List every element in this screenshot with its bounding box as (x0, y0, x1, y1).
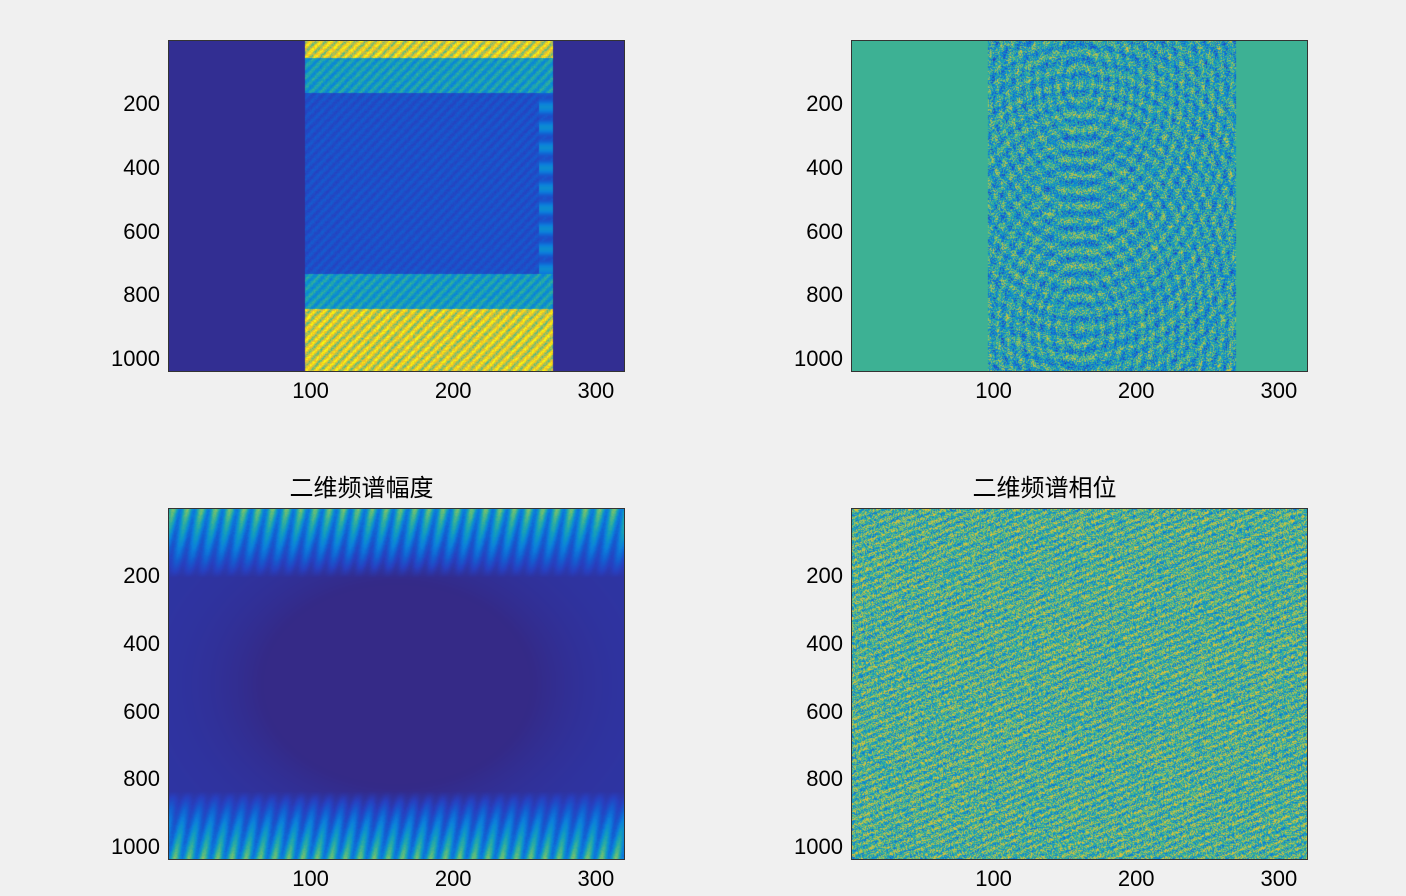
matlab-figure: 200 400 600 800 1000 100 200 300 200 (0, 0, 1406, 878)
x-tick: 300 (1260, 378, 1297, 404)
y-tick: 200 (123, 565, 160, 587)
y-tick: 400 (806, 633, 843, 655)
y-tick: 600 (806, 221, 843, 243)
y-tick: 1000 (111, 836, 160, 858)
y-tick: 800 (123, 768, 160, 790)
plot-area-bl (168, 508, 625, 860)
y-tick: 800 (806, 284, 843, 306)
y-tick: 600 (123, 701, 160, 723)
x-tick: 200 (435, 378, 472, 404)
y-tick: 800 (806, 768, 843, 790)
x-tick: 200 (435, 866, 472, 892)
y-tick: 1000 (794, 348, 843, 370)
x-axis-br: 100 200 300 (782, 860, 1307, 896)
y-tick: 400 (806, 157, 843, 179)
plot-area-tl (168, 40, 625, 372)
y-tick: 800 (123, 284, 160, 306)
y-tick: 400 (123, 633, 160, 655)
x-tick: 300 (577, 378, 614, 404)
x-tick: 100 (975, 378, 1012, 404)
subplot-title-bl: 二维频谱幅度 (290, 468, 434, 500)
y-tick: 600 (123, 221, 160, 243)
y-tick: 1000 (111, 348, 160, 370)
heatmap-canvas-bl (169, 509, 624, 859)
x-tick: 100 (292, 378, 329, 404)
subplot-title-br: 二维频谱相位 (973, 468, 1117, 500)
y-tick: 200 (806, 565, 843, 587)
axes-br: 200 400 600 800 1000 (781, 508, 1308, 860)
x-axis-tr: 100 200 300 (782, 372, 1307, 408)
x-tick: 100 (292, 866, 329, 892)
plot-area-br (851, 508, 1308, 860)
axes-tl: 200 400 600 800 1000 (98, 40, 625, 372)
subplot-bottom-right: 二维频谱相位 200 400 600 800 1000 100 200 300 (723, 468, 1366, 896)
y-tick: 1000 (794, 836, 843, 858)
x-tick: 100 (975, 866, 1012, 892)
y-tick: 400 (123, 157, 160, 179)
axes-tr: 200 400 600 800 1000 (781, 40, 1308, 372)
y-axis-bl: 200 400 600 800 1000 (98, 508, 168, 858)
y-axis-br: 200 400 600 800 1000 (781, 508, 851, 858)
subplot-top-right: 200 400 600 800 1000 100 200 300 (723, 0, 1366, 408)
plot-area-tr (851, 40, 1308, 372)
y-axis-tl: 200 400 600 800 1000 (98, 40, 168, 370)
heatmap-canvas-tl (169, 41, 624, 371)
y-axis-tr: 200 400 600 800 1000 (781, 40, 851, 370)
x-axis-tl: 100 200 300 (99, 372, 624, 408)
x-tick: 200 (1118, 866, 1155, 892)
x-tick: 200 (1118, 378, 1155, 404)
x-axis-bl: 100 200 300 (99, 860, 624, 896)
heatmap-canvas-tr (852, 41, 1307, 371)
x-tick: 300 (1260, 866, 1297, 892)
heatmap-canvas-br (852, 509, 1307, 859)
subplot-bottom-left: 二维频谱幅度 200 400 600 800 1000 100 200 300 (40, 468, 683, 896)
subplot-top-left: 200 400 600 800 1000 100 200 300 (40, 0, 683, 408)
y-tick: 200 (123, 93, 160, 115)
axes-bl: 200 400 600 800 1000 (98, 508, 625, 860)
y-tick: 200 (806, 93, 843, 115)
y-tick: 600 (806, 701, 843, 723)
x-tick: 300 (577, 866, 614, 892)
subplot-grid: 200 400 600 800 1000 100 200 300 200 (40, 0, 1366, 878)
